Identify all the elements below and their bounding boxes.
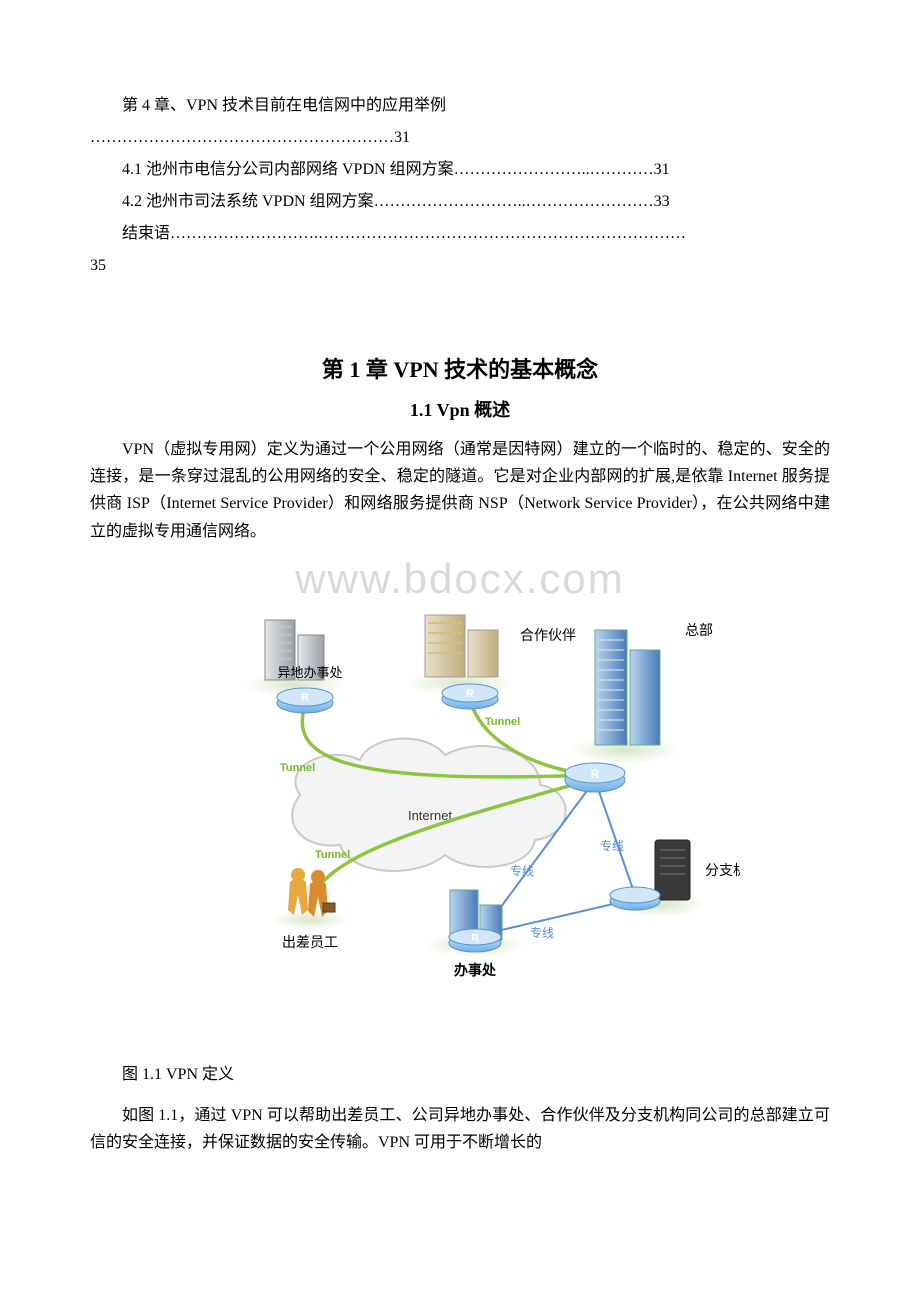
remote-office-label: 异地办事处 (277, 665, 342, 680)
router-icon: R (442, 684, 498, 709)
office-node: R 办事处 (425, 890, 525, 978)
remote-office-node: 异地办事处 R (245, 620, 345, 713)
tunnel-label-2: Tunnel (485, 716, 520, 728)
router-icon: R (565, 763, 625, 792)
partner-node: 合作伙伴 R (405, 615, 576, 709)
partner-label: 合作伙伴 (520, 627, 576, 643)
router-icon: R (277, 688, 333, 713)
toc-conclusion: 结束语……………………….…………………………………………………………… (90, 218, 830, 250)
leased-label-1: 专线 (510, 863, 534, 878)
traveler-node: 出差员工 (270, 868, 350, 950)
toc-ch4-label: 第 4 章、VPN 技术目前在电信网中的应用举例 (90, 90, 830, 122)
toc-ch4-dots: …………………………………………………31 (90, 122, 830, 154)
svg-text:R: R (471, 933, 479, 944)
chapter1-p2: 如图 1.1，通过 VPN 可以帮助出差员工、公司异地办事处、合作伙伴及分支机构… (90, 1102, 830, 1156)
svg-text:R: R (466, 688, 474, 700)
chapter1-p1: VPN（虚拟专用网）定义为通过一个公用网络（通常是因特网）建立的一个临时的、稳定… (90, 436, 830, 545)
vpn-diagram-svg: Internet Tunnel Tunnel Tunnel 专线 专线 专线 (180, 575, 740, 995)
toc-s41: 4.1 池州市电信分公司内部网络 VPDN 组网方案……………………..…………… (90, 154, 830, 186)
leased-label-2: 专线 (600, 838, 624, 853)
branch-label: 分支机构 (705, 862, 740, 878)
hq-label: 总部 (685, 622, 713, 638)
section-1.1-title: 1.1 Vpn 概述 (90, 396, 830, 422)
document-page: 第 4 章、VPN 技术目前在电信网中的应用举例 ………………………………………… (0, 0, 920, 1216)
leased-label-3: 专线 (530, 925, 554, 940)
router-icon: R (449, 929, 501, 952)
leased-line-2 (595, 780, 635, 895)
tunnel-label-1: Tunnel (280, 762, 315, 774)
hq-node: 总部 R (565, 622, 713, 792)
vpn-diagram: Internet Tunnel Tunnel Tunnel 专线 专线 专线 (180, 575, 740, 1000)
figure-1.1-caption: 图 1.1 VPN 定义 (90, 1060, 830, 1084)
office-label: 办事处 (454, 962, 497, 978)
tunnel-label-3: Tunnel (315, 849, 350, 861)
svg-text:R: R (301, 692, 309, 704)
traveler-label: 出差员工 (282, 934, 338, 950)
chapter1-title: 第 1 章 VPN 技术的基本概念 (90, 352, 830, 384)
toc-s42: 4.2 池州市司法系统 VPDN 组网方案………………………..……………………… (90, 186, 830, 218)
toc-conclusion-page: 35 (90, 250, 830, 282)
router-icon (610, 887, 660, 910)
svg-text:R: R (591, 767, 600, 781)
